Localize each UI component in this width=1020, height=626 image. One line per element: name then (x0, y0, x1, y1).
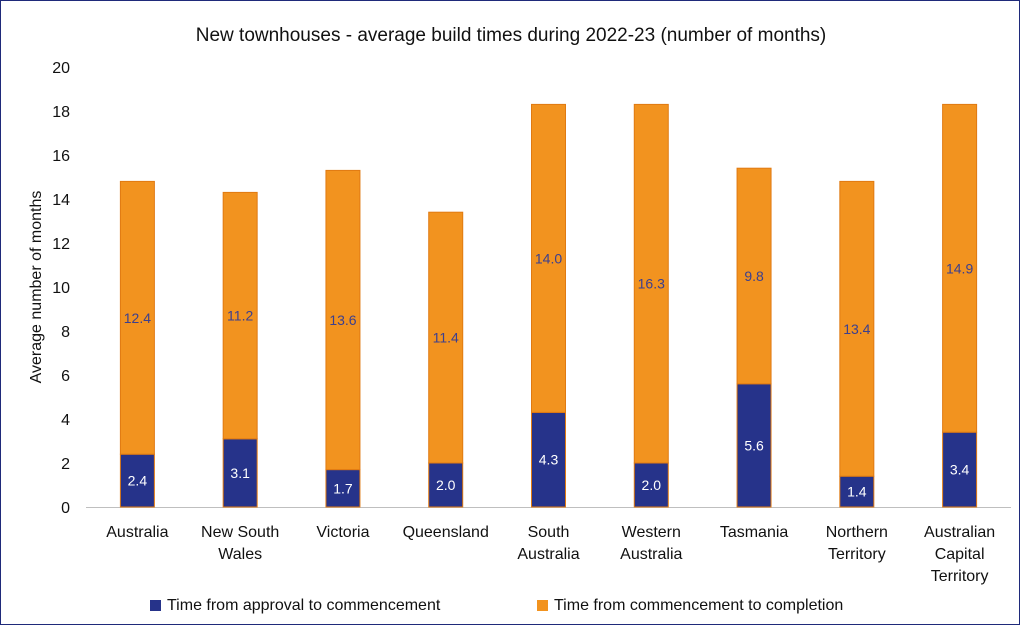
data-label-approval: 4.3 (539, 452, 559, 468)
legend-label-completion: Time from commencement to completion (554, 597, 844, 614)
data-label-approval: 3.4 (950, 462, 970, 478)
data-label-completion: 13.4 (843, 321, 870, 337)
data-label-completion: 9.8 (744, 268, 764, 284)
x-tick-label: South (528, 524, 570, 541)
data-label-completion: 12.4 (124, 310, 151, 326)
x-tick-label: Australia (106, 524, 168, 541)
y-tick-label: 14 (52, 192, 70, 209)
x-tick-label: Queensland (403, 524, 489, 541)
y-tick-label: 20 (52, 60, 70, 77)
data-label-approval: 1.7 (333, 480, 353, 496)
y-tick-label: 16 (52, 148, 70, 165)
legend-item-completion: Time from commencement to completion (537, 597, 843, 615)
y-tick-label: 0 (61, 500, 70, 517)
x-tick-label: Territory (828, 546, 886, 563)
bar-segment-approval (531, 411, 566, 508)
legend-item-approval: Time from approval to commencement (150, 597, 440, 615)
x-tick-label: Wales (218, 546, 262, 563)
bar-segment-completion (325, 169, 361, 471)
y-tick-label: 10 (52, 280, 70, 297)
bar-segment-approval (222, 438, 258, 508)
x-tick-label: Victoria (316, 524, 369, 541)
x-tick-label: Australia (620, 546, 682, 563)
y-tick-label: 2 (61, 456, 70, 473)
y-axis-title: Average number of months (28, 191, 45, 384)
data-label-completion: 11.4 (433, 330, 459, 346)
x-tick-label: New South (201, 524, 279, 541)
bar-segment-completion (736, 167, 772, 385)
bar-segment-completion (839, 180, 875, 477)
y-tick-label: 12 (52, 236, 70, 253)
bar-segment-completion (633, 103, 669, 464)
legend-label-approval: Time from approval to commencement (167, 597, 441, 614)
data-label-approval: 3.1 (230, 465, 250, 481)
data-label-completion: 13.6 (329, 312, 356, 328)
legend: Time from approval to commencement Time … (1, 597, 1020, 621)
bar-segment-completion (119, 180, 155, 455)
x-tick-label: Tasmania (720, 524, 789, 541)
bar-segment-approval (119, 453, 155, 508)
y-tick-label: 4 (61, 412, 70, 429)
data-label-approval: 1.4 (847, 484, 867, 500)
bar-segment-approval (633, 462, 669, 508)
data-label-approval: 2.0 (642, 477, 662, 493)
bar-segment-approval (428, 462, 464, 508)
data-label-completion: 14.0 (535, 250, 562, 266)
legend-swatch-completion (537, 600, 548, 611)
bar-segment-approval (942, 431, 978, 508)
chart-title: New townhouses - average build times dur… (195, 25, 827, 46)
data-label-approval: 5.6 (744, 437, 764, 453)
bar-segment-completion (428, 211, 464, 464)
x-tick-label: Australia (517, 546, 579, 563)
data-label-completion: 16.3 (638, 276, 665, 292)
bar-segment-completion (942, 103, 978, 433)
data-label-approval: 2.4 (128, 473, 148, 489)
y-tick-label: 6 (61, 368, 70, 385)
bar-segment-approval (839, 475, 875, 508)
legend-swatch-approval (150, 600, 161, 611)
bar-segment-approval (736, 383, 772, 508)
bar-segment-completion (531, 103, 566, 413)
data-label-completion: 14.9 (946, 260, 973, 276)
x-tick-label: Territory (931, 568, 989, 585)
data-label-approval: 2.0 (436, 477, 456, 493)
bar-segment-approval (325, 469, 361, 508)
y-tick-label: 18 (52, 104, 70, 121)
data-label-completion: 11.2 (227, 308, 253, 324)
x-tick-label: Western (622, 524, 681, 541)
x-tick-label: Capital (935, 546, 985, 563)
x-tick-label: Northern (826, 524, 888, 541)
bar-segment-completion (222, 191, 258, 440)
x-tick-label: Australian (924, 524, 995, 541)
y-tick-label: 8 (61, 324, 70, 341)
